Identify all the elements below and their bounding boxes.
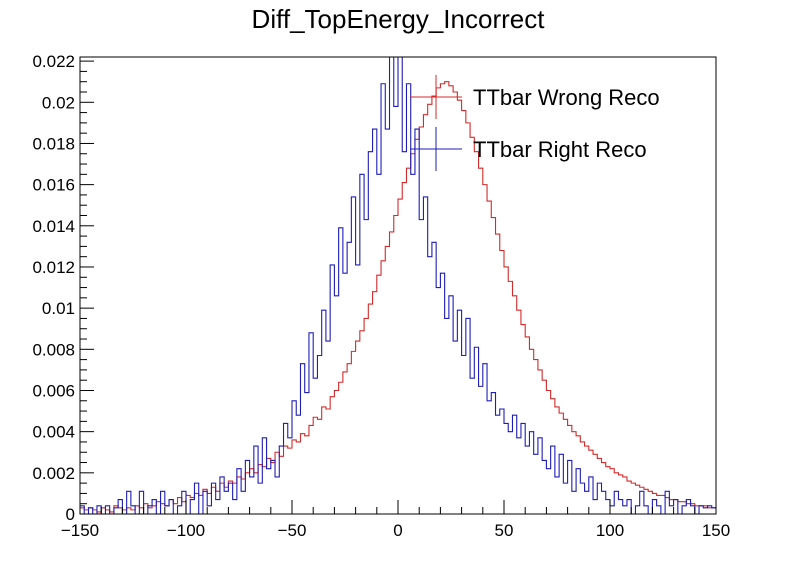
y-tick-label: 0.002 xyxy=(32,464,75,483)
x-tick-label: 150 xyxy=(702,521,730,540)
chart-title: Diff_TopEnergy_Incorrect xyxy=(252,4,546,34)
y-tick-label: 0.016 xyxy=(32,176,75,195)
x-tick-label: 100 xyxy=(596,521,624,540)
x-tick-label: −50 xyxy=(278,521,307,540)
y-tick-label: 0.018 xyxy=(32,134,75,153)
x-tick-label: 0 xyxy=(393,521,402,540)
y-tick-label: 0.012 xyxy=(32,258,75,277)
y-tick-label: 0.022 xyxy=(32,52,75,71)
x-tick-label: −150 xyxy=(61,521,99,540)
y-tick-label: 0.004 xyxy=(32,423,75,442)
legend-label-wrong-reco: TTbar Wrong Reco xyxy=(473,85,660,110)
legend-label-right-reco: TTbar Right Reco xyxy=(473,137,647,162)
y-tick-label: 0.008 xyxy=(32,340,75,359)
y-tick-label: 0 xyxy=(66,505,75,524)
y-tick-label: 0.02 xyxy=(42,93,75,112)
y-tick-label: 0.01 xyxy=(42,299,75,318)
x-tick-label: −100 xyxy=(167,521,205,540)
y-tick-label: 0.006 xyxy=(32,381,75,400)
y-tick-label: 0.014 xyxy=(32,217,75,236)
x-tick-label: 50 xyxy=(495,521,514,540)
series-wrong-reco-histogram xyxy=(80,81,716,513)
legend: TTbar Wrong Reco TTbar Right Reco xyxy=(410,75,660,171)
